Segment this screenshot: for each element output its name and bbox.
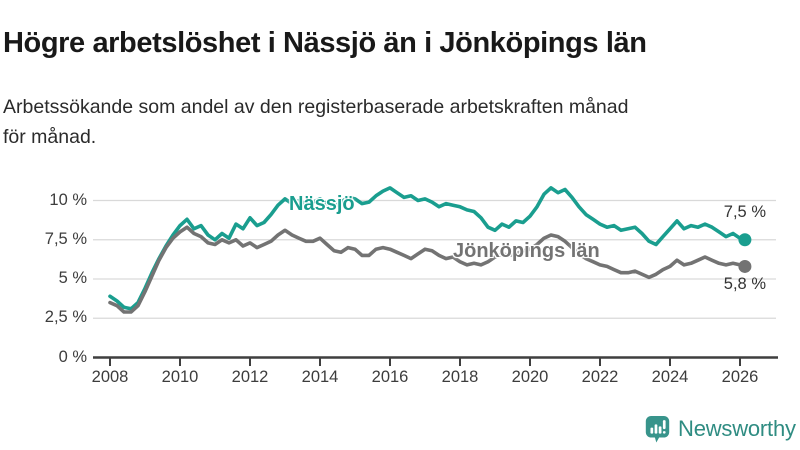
subtitle-line-2: för månad. xyxy=(3,125,97,148)
subtitle-line-1: Arbetssökande som andel av den registerb… xyxy=(3,95,629,118)
chart-subtitle: Arbetssökande som andel av den registerb… xyxy=(3,92,783,152)
page-title: Högre arbetslöshet i Nässjö än i Jönköpi… xyxy=(3,27,647,60)
newsworthy-badge-icon xyxy=(645,415,670,443)
newsworthy-wordmark: Newsworthy xyxy=(678,416,796,441)
series-label-jonkopings-lan: Jönköpings län xyxy=(453,240,600,262)
series-label-nassjo: Nässjö xyxy=(289,193,355,215)
newsworthy-logo[interactable]: Newsworthy xyxy=(644,413,796,445)
end-value-label-jonkopings-lan: 5,8 % xyxy=(723,275,766,293)
end-value-label-nassjo: 7,5 % xyxy=(723,203,766,221)
